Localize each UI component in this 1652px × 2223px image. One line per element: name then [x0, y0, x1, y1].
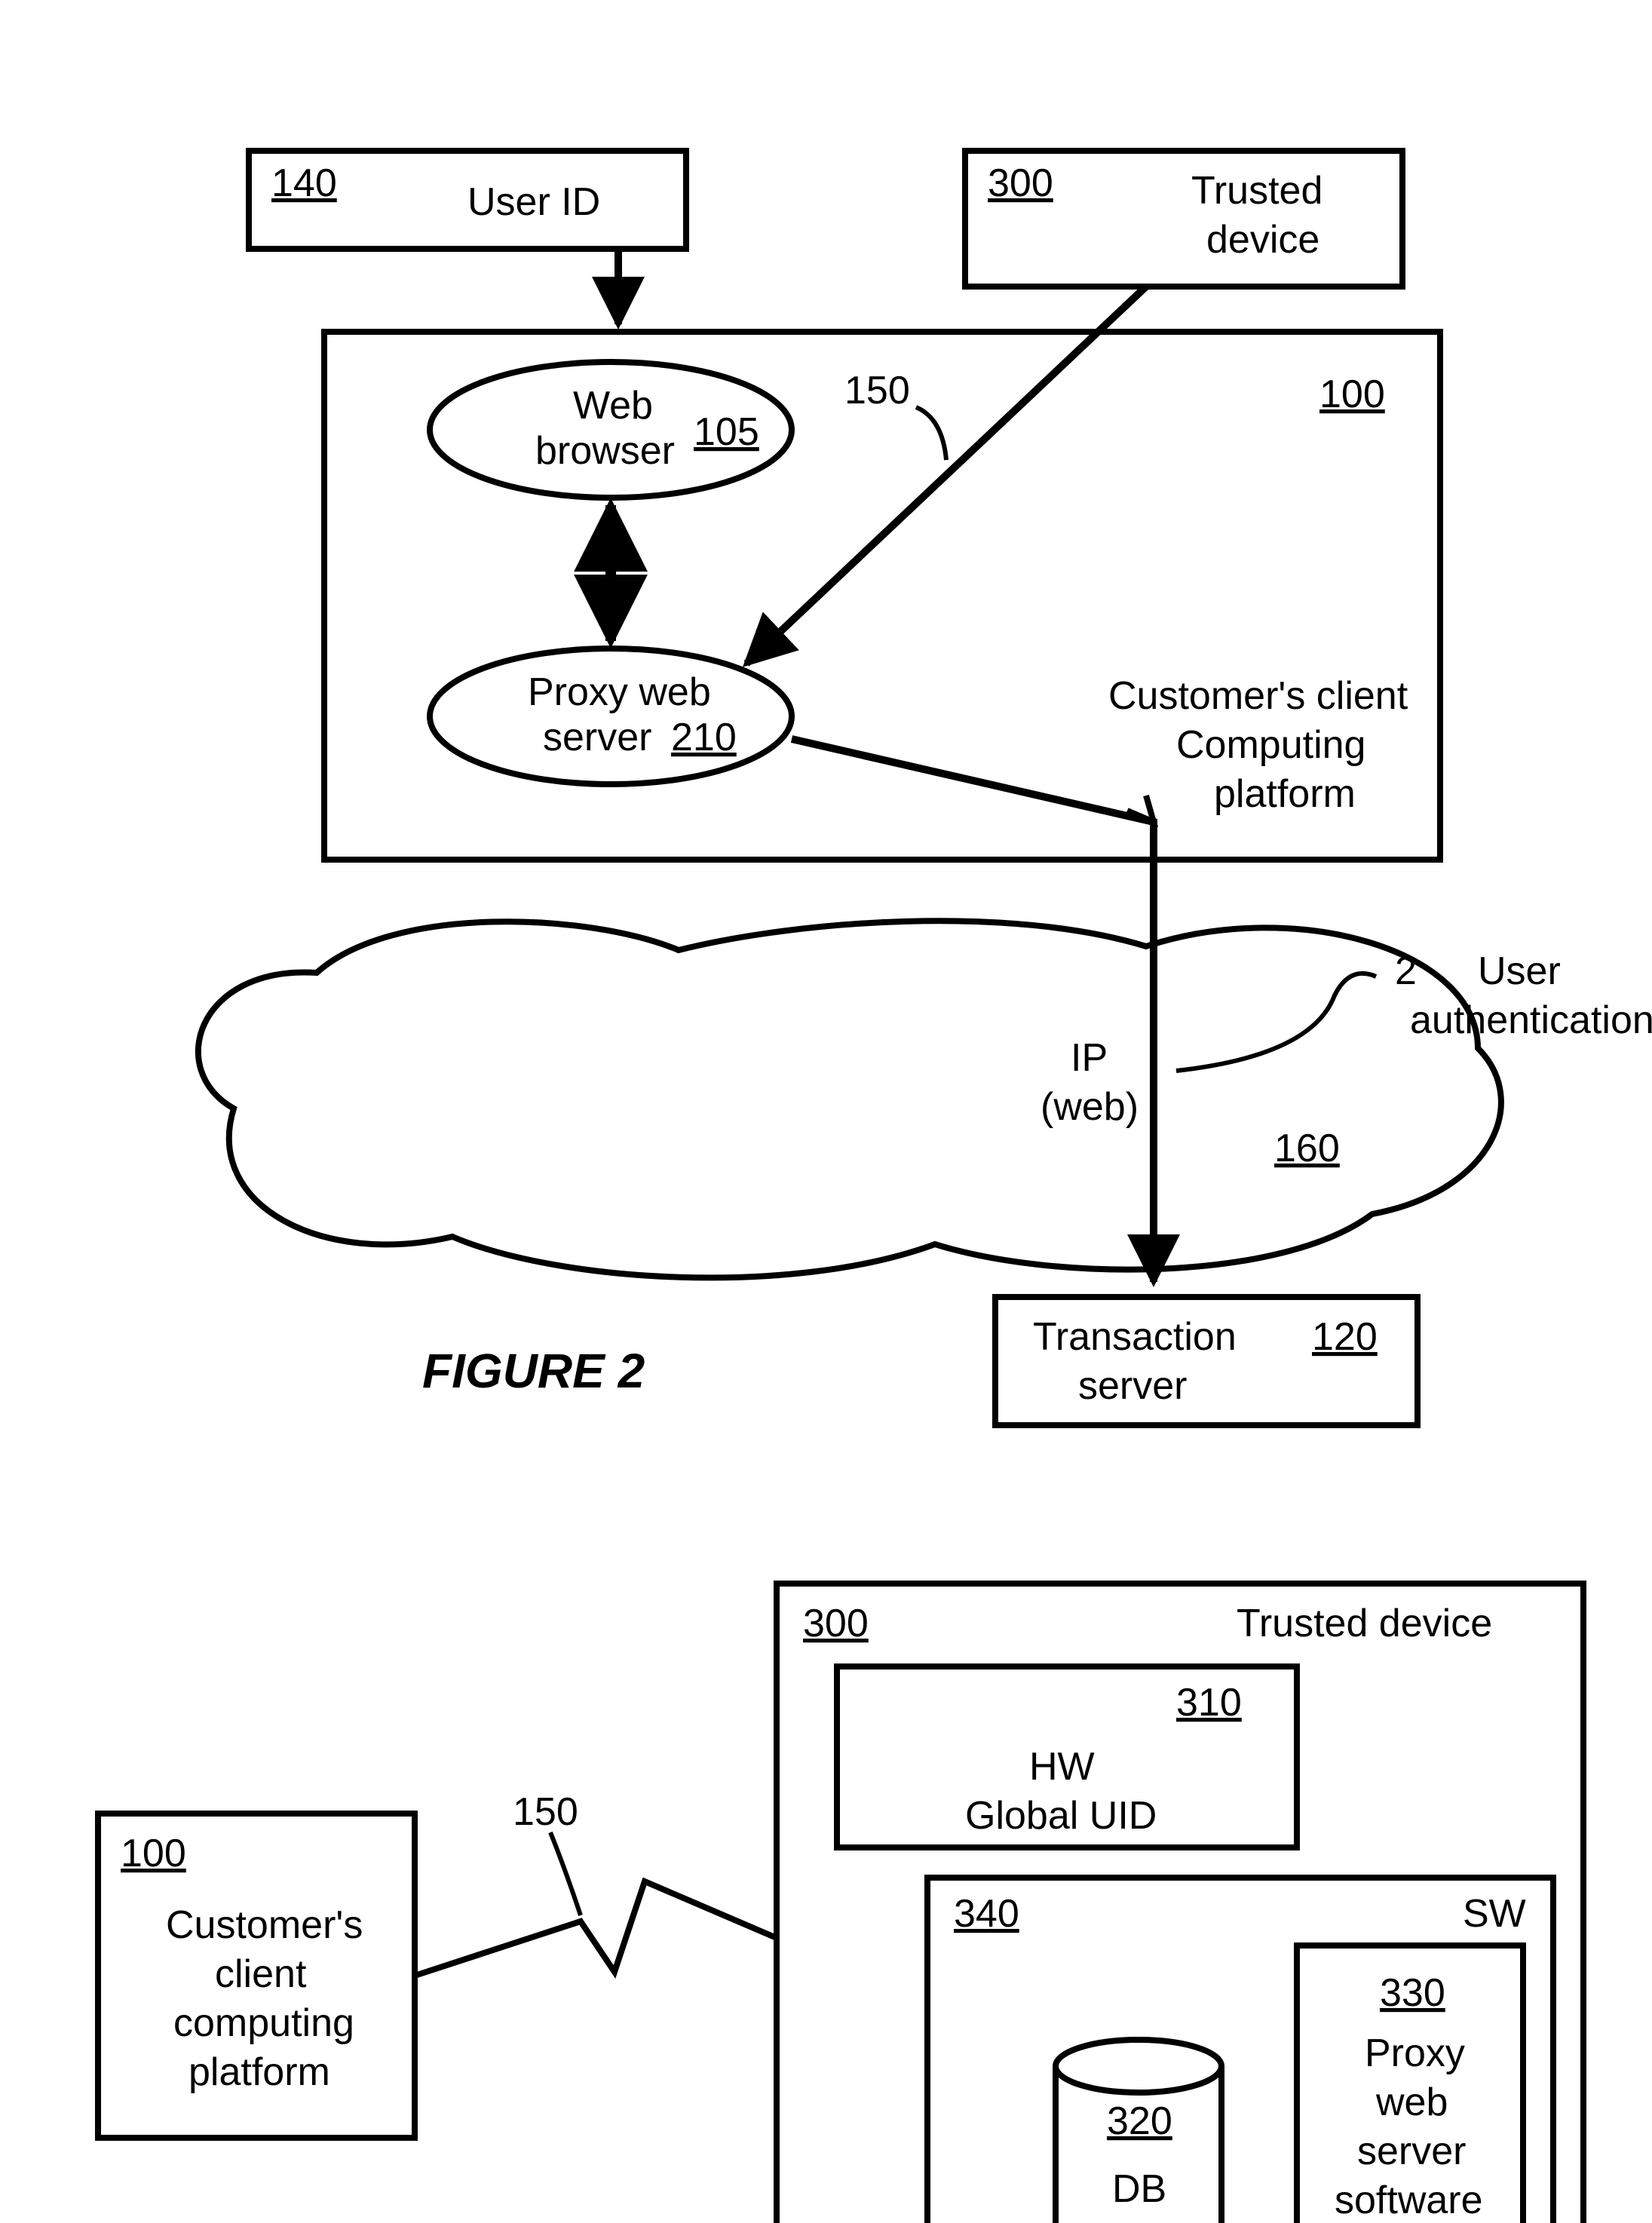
browser-l2: browser: [535, 429, 675, 473]
cloud-l1: IP: [1071, 1036, 1108, 1080]
client-platform-l1-f2: Customer's client: [1108, 674, 1408, 718]
link150-zigzag-f3: [415, 1881, 777, 1976]
client-box-f3: 100 Customer's client computing platform: [98, 1814, 415, 2138]
user-id-box: 140 User ID: [249, 151, 686, 249]
figure-2-title: FIGURE 2: [422, 1344, 645, 1398]
hw-box: 310 HW Global UID: [837, 1666, 1297, 1847]
proxy-sw-ref: 330: [1380, 1971, 1445, 2015]
device-label-f3: Trusted device: [1237, 1602, 1492, 1645]
client-l3-f3: computing: [173, 2001, 354, 2045]
proxy-sw-l4: software: [1335, 2179, 1483, 2222]
arrow-proxy-to-server: [792, 739, 1154, 1282]
link150-ref-f3: 150: [513, 1790, 578, 1834]
trusted-device-l2-f2: device: [1206, 218, 1319, 262]
device-ref-f3: 300: [803, 1602, 869, 1645]
cloud-shape: [198, 921, 1501, 1277]
proxy-sw-l3: server: [1357, 2129, 1466, 2173]
sw-label: SW: [1463, 1892, 1526, 1936]
sw-ref: 340: [954, 1892, 1019, 1936]
transaction-server-box: Transaction server 120: [995, 1297, 1418, 1425]
trusted-device-box-f2: 300 Trusted device: [965, 151, 1402, 287]
link150-ref-f2: 150: [844, 369, 910, 412]
client-l4-f3: platform: [188, 2050, 330, 2094]
proxy-l2: server: [543, 716, 651, 759]
trusted-device-ref-f2: 300: [988, 161, 1053, 205]
server-l2: server: [1078, 1364, 1187, 1408]
proxy-sw-box: 330 Proxy web server software: [1297, 1946, 1523, 2223]
proxy-sw-l2: web: [1375, 2080, 1448, 2124]
client-l2-f3: client: [215, 1952, 307, 1996]
auth-l1: User: [1478, 949, 1561, 993]
auth-leader: [1176, 974, 1376, 1071]
hw-l1: HW: [1029, 1745, 1095, 1789]
web-browser-ellipse: Web browser 105: [430, 362, 792, 498]
server-ref: 120: [1312, 1315, 1378, 1359]
proxy-l1: Proxy web: [528, 670, 711, 714]
proxy-server-ellipse: Proxy web server 210: [430, 649, 792, 784]
auth-ref: 2: [1395, 949, 1417, 993]
link150-leader-f3: [550, 1832, 581, 1915]
browser-ref: 105: [694, 410, 759, 454]
proxy-sw-l1: Proxy: [1365, 2031, 1465, 2075]
user-id-ref: 140: [271, 161, 337, 205]
db-label: DB: [1112, 2167, 1166, 2211]
auth-l2: authentication: [1410, 998, 1652, 1042]
client-l1-f3: Customer's: [166, 1903, 363, 1947]
browser-l1: Web: [573, 384, 653, 428]
arrow-trusted-to-proxy: [746, 287, 1146, 664]
client-platform-ref-f2: 100: [1319, 373, 1385, 416]
client-platform-l3-f2: platform: [1214, 772, 1356, 816]
cloud-l2: (web): [1041, 1085, 1139, 1129]
db-ref: 320: [1107, 2099, 1172, 2143]
hw-l2: Global UID: [965, 1794, 1157, 1838]
cloud-ref: 160: [1274, 1127, 1340, 1170]
client-ref-f3: 100: [121, 1832, 186, 1875]
db-cylinder: 320 DB: [1056, 2040, 1221, 2223]
hw-ref: 310: [1176, 1681, 1242, 1725]
figure-3: 100 Customer's client computing platform…: [98, 1584, 1583, 2223]
link150-leader-f2: [916, 407, 946, 460]
user-id-label: User ID: [467, 180, 600, 224]
client-platform-l2-f2: Computing: [1176, 723, 1365, 767]
server-l1: Transaction: [1033, 1315, 1237, 1359]
proxy-ref: 210: [671, 716, 737, 759]
trusted-device-l1-f2: Trusted: [1191, 169, 1323, 213]
figure-2: 140 User ID 300 Trusted device 100 Custo…: [198, 151, 1652, 1425]
